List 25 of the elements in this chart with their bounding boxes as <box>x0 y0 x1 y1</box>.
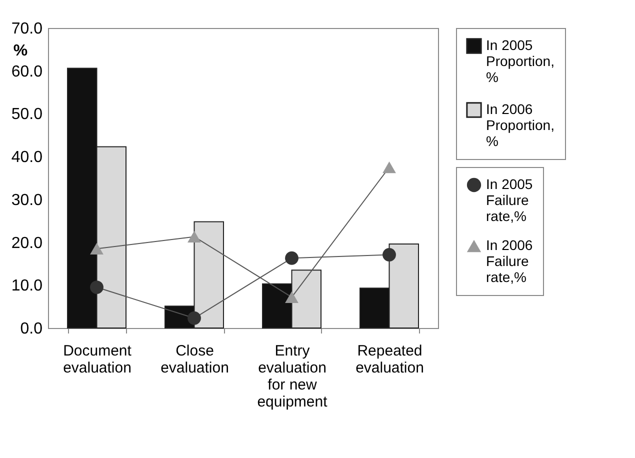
point <box>285 251 298 265</box>
legend-label: In 2006 Proportion, % <box>486 101 554 149</box>
point <box>90 280 104 294</box>
legend-label: In 2005 Proportion, % <box>486 37 554 85</box>
x-tick-label: Entry evaluation for new equipment <box>257 342 328 410</box>
y-tick-label: 20.0 <box>11 234 43 252</box>
y-tick-label: 50.0 <box>11 106 43 124</box>
y-axis-title: % <box>13 42 28 60</box>
point <box>90 242 104 255</box>
y-tick-label: 70.0 <box>11 20 43 38</box>
y-tick-label: 0.0 <box>20 320 43 338</box>
point <box>188 311 201 325</box>
x-tick-label: Document evaluation <box>63 342 132 376</box>
point <box>382 161 396 174</box>
point <box>188 230 201 243</box>
y-tick-label: 60.0 <box>11 63 43 80</box>
point <box>382 248 396 262</box>
x-tick-label: Close evaluation <box>160 342 229 376</box>
legend-label: In 2006 Failure rate,% <box>486 237 533 285</box>
y-tick-label: 10.0 <box>11 278 43 295</box>
y-tick-label: 30.0 <box>11 192 43 209</box>
point <box>285 291 298 303</box>
x-tick-label: Repeated evaluation <box>356 342 424 376</box>
legend-label: In 2005 Failure rate,% <box>486 176 533 224</box>
y-tick-label: 40.0 <box>11 149 43 166</box>
